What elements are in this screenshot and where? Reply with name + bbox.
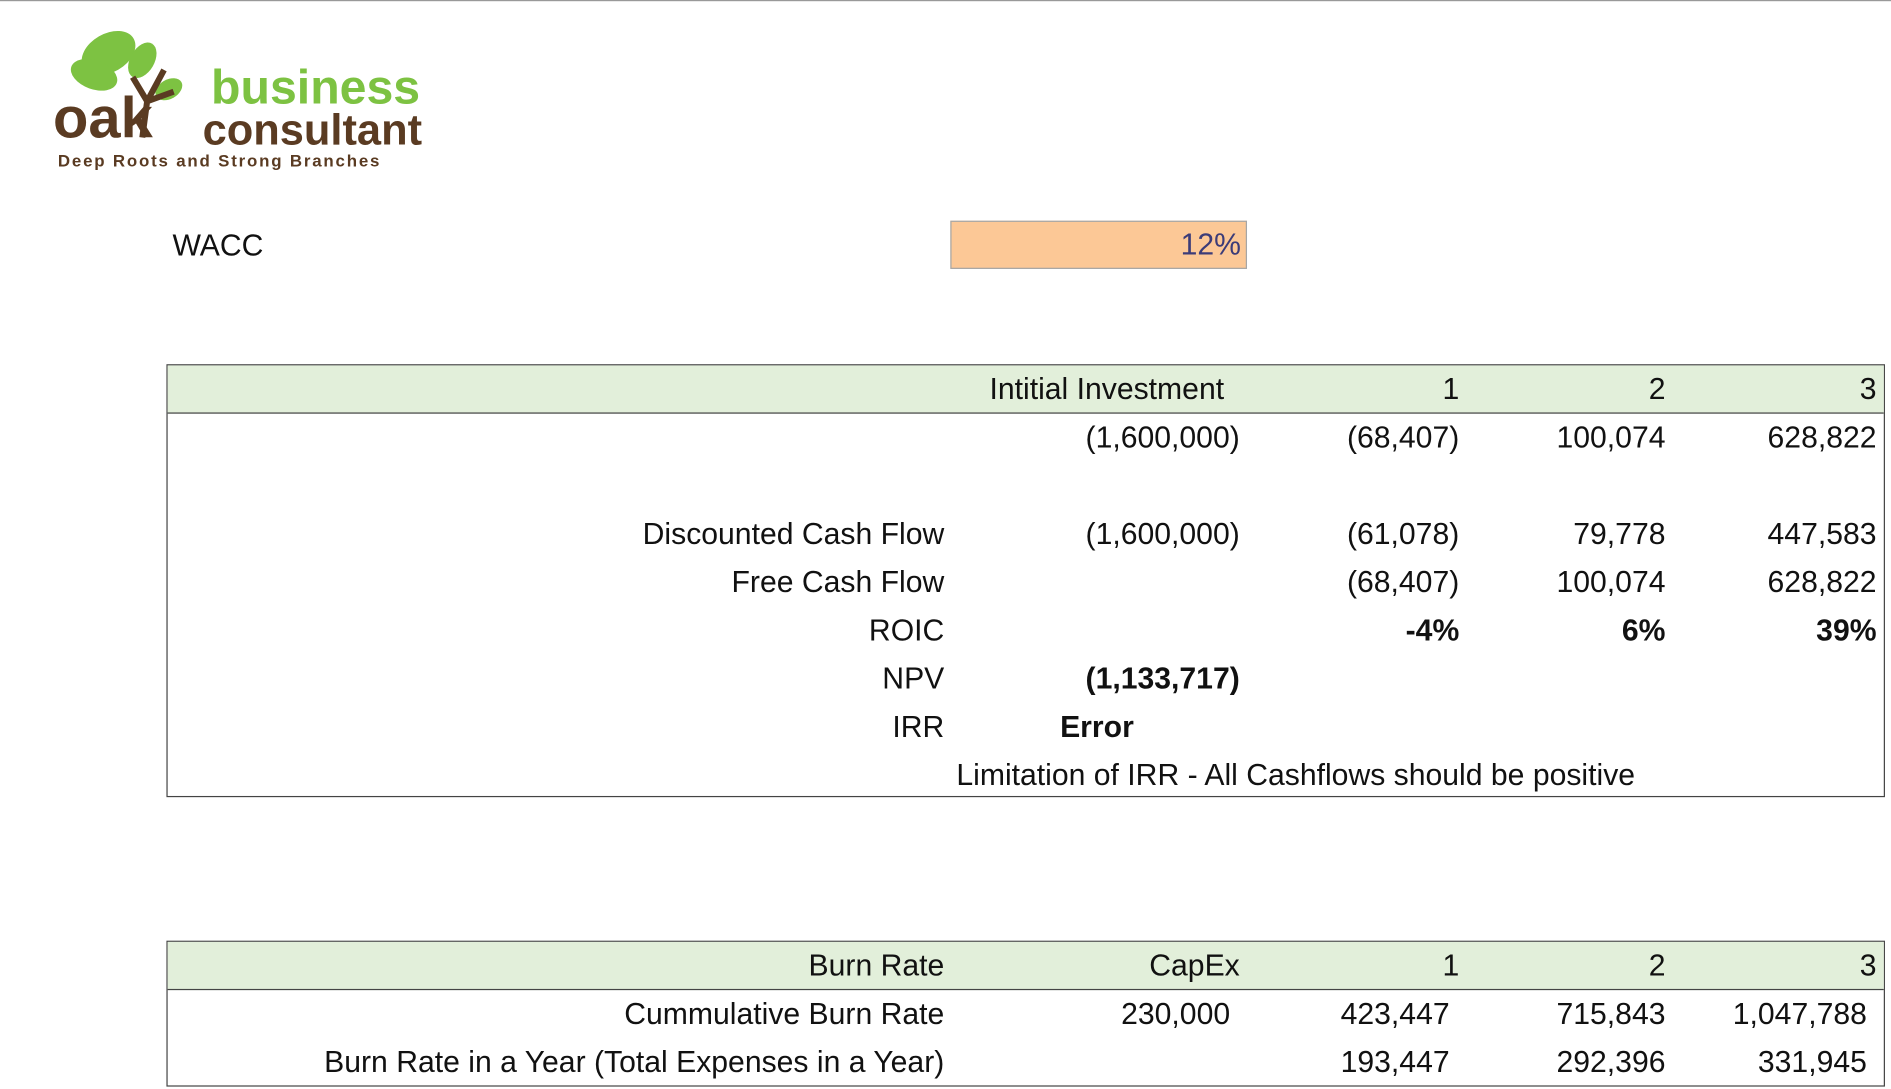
cell: (1,600,000): [1085, 517, 1240, 552]
cell: 331,945: [1757, 1045, 1867, 1080]
logo-brand: oak: [53, 86, 154, 150]
cell: (68,407): [1346, 565, 1460, 600]
header-row: [167, 365, 1884, 414]
header-cell: 3: [1859, 372, 1877, 407]
cell: 423,447: [1340, 997, 1450, 1032]
top-border: [0, 0, 1891, 2]
row-label: Free Cash Flow: [731, 565, 945, 600]
header-cell: 1: [1442, 949, 1460, 983]
header-cell: Intitial Investment: [989, 372, 1225, 407]
cell: 100,074: [1556, 565, 1666, 600]
cell: (1,600,000): [1085, 420, 1240, 455]
row-label: Burn Rate in a Year (Total Expenses in a…: [324, 1045, 945, 1080]
header-row: [167, 941, 1884, 991]
cell: (61,078): [1346, 517, 1460, 552]
header-cell: 3: [1859, 949, 1877, 983]
cell: 39%: [1816, 613, 1877, 648]
logo-tagline: Deep Roots and Strong Branches: [58, 151, 381, 170]
cell: 100,074: [1556, 420, 1666, 455]
cell: 193,447: [1340, 1045, 1450, 1080]
cell: 6%: [1621, 613, 1666, 648]
wacc-label: WACC: [172, 229, 264, 263]
header-cell: 2: [1648, 949, 1666, 983]
cell: 628,822: [1767, 565, 1877, 600]
cell: (68,407): [1346, 420, 1460, 455]
investment-table: [166, 364, 1885, 798]
cell: 79,778: [1573, 517, 1666, 552]
cell: 447,583: [1767, 517, 1877, 552]
cell: Error: [1060, 710, 1134, 745]
burn-table: [166, 940, 1885, 1087]
logo-line1: business: [211, 61, 420, 115]
note: Limitation of IRR - All Cashflows should…: [956, 758, 1636, 793]
cell: 715,843: [1556, 997, 1666, 1032]
row-label: NPV: [882, 662, 945, 696]
wacc-input[interactable]: 12%: [950, 220, 1248, 269]
cell: 230,000: [1121, 997, 1231, 1032]
row-label: ROIC: [868, 613, 945, 648]
cell: 1,047,788: [1732, 997, 1867, 1032]
logo-line2: consultant: [203, 107, 422, 155]
header-cell: CapEx: [1149, 949, 1240, 983]
row-label: IRR: [892, 710, 945, 745]
row-label: Discounted Cash Flow: [642, 517, 945, 552]
logo: oak business consultant Deep Roots and S…: [53, 30, 422, 170]
cell: 628,822: [1767, 420, 1877, 455]
cell: (1,133,717): [1085, 662, 1240, 696]
header-cell: Burn Rate: [808, 949, 945, 983]
header-cell: 2: [1648, 372, 1666, 407]
header-cell: 1: [1442, 372, 1460, 407]
cell: 292,396: [1556, 1045, 1666, 1080]
wacc-value: 12%: [1180, 227, 1241, 262]
cell: -4%: [1405, 613, 1460, 648]
row-label: Cummulative Burn Rate: [624, 997, 945, 1032]
